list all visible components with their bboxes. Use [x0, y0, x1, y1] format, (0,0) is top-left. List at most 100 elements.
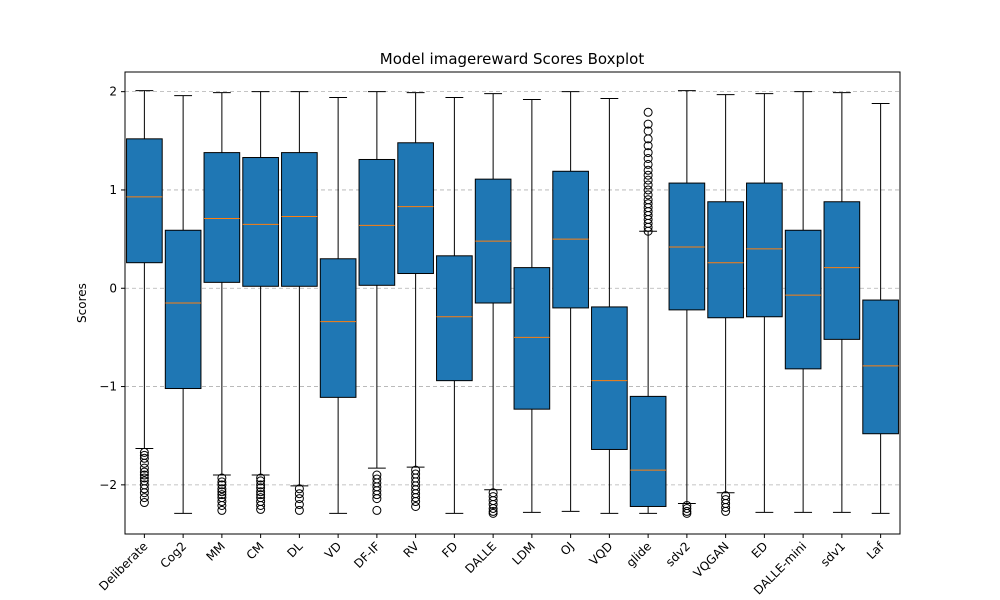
box-deliberate — [126, 90, 163, 508]
outlier-point — [411, 497, 421, 507]
outlier-point — [139, 470, 149, 480]
iqr-box — [707, 201, 744, 319]
x-tick-label: LDM — [510, 539, 538, 567]
outlier-point — [643, 185, 653, 195]
box-sdv1 — [823, 92, 861, 513]
box-mm — [203, 92, 241, 515]
x-tick-label: CM — [244, 539, 267, 562]
outlier-point — [256, 480, 266, 490]
y-tick-label: 1 — [109, 183, 117, 197]
iqr-box — [358, 158, 396, 286]
outlier-point — [217, 490, 227, 500]
x-tick-label: DL — [284, 539, 305, 560]
outlier-point — [139, 463, 149, 473]
outlier-point — [643, 141, 653, 151]
outlier-point — [217, 477, 227, 487]
outlier-point — [294, 494, 304, 504]
box-rv — [397, 92, 434, 511]
outlier-point — [721, 502, 731, 512]
plot-frame — [124, 71, 901, 535]
outlier-point — [643, 180, 653, 190]
outlier-point — [643, 107, 653, 117]
x-tick-label: RV — [401, 539, 423, 561]
y-axis-ticks: −2 −1 0 1 2 — [99, 85, 125, 492]
outlier-point — [643, 170, 653, 180]
outlier-point — [488, 500, 498, 510]
outlier-point — [643, 159, 653, 169]
x-tick-label: VQD — [587, 539, 616, 568]
box-fd — [436, 97, 473, 514]
box-ed — [746, 93, 783, 513]
y-axis-label: Scores — [75, 283, 89, 323]
x-tick-label: VQGAN — [691, 539, 732, 580]
outlier-point — [294, 489, 304, 499]
outlier-point — [372, 494, 382, 504]
x-tick-label: ED — [749, 539, 771, 561]
y-tick-label: −1 — [99, 380, 117, 394]
outlier-point — [217, 473, 227, 483]
outlier-point — [256, 473, 266, 483]
y-tick-label: 2 — [109, 85, 117, 99]
outlier-point — [682, 508, 692, 518]
outlier-point — [643, 175, 653, 185]
x-tick-label: DF-IF — [351, 539, 383, 571]
outlier-point — [294, 484, 304, 494]
outlier-point — [139, 453, 149, 463]
x-axis-ticks: Deliberate Cog2 MM CM DL VD DF-IF RV FD DALLE LDM O… — [96, 534, 887, 598]
box-cm — [242, 91, 279, 514]
box-cog2 — [164, 95, 202, 514]
x-tick-label: Laf — [864, 539, 887, 562]
iqr-box — [319, 258, 357, 398]
iqr-box — [629, 395, 667, 507]
box-dl — [281, 91, 318, 515]
outlier-point — [643, 165, 653, 175]
outlier-point — [217, 484, 227, 494]
outlier-point — [256, 490, 266, 500]
y-tick-label: −2 — [99, 478, 117, 492]
iqr-box — [242, 157, 279, 287]
iqr-box — [784, 229, 822, 370]
iqr-box — [281, 152, 318, 287]
outlier-point — [139, 493, 149, 503]
outlier-point — [488, 508, 498, 518]
iqr-box — [203, 152, 241, 283]
outlier-point — [643, 148, 653, 158]
outlier-point — [256, 483, 266, 493]
box-glide — [629, 107, 667, 514]
box-sdv2 — [668, 90, 706, 518]
iqr-box — [126, 138, 163, 264]
outlier-point — [256, 476, 266, 486]
x-tick-label: DALLE — [462, 539, 499, 576]
outlier-point — [682, 503, 692, 513]
box-df-if — [358, 91, 396, 515]
outlier-point — [139, 484, 149, 494]
outlier-point — [294, 500, 304, 510]
outlier-point — [372, 490, 382, 500]
box-laf — [862, 102, 899, 514]
iqr-box — [164, 229, 202, 390]
outlier-point — [256, 500, 266, 510]
iqr-box — [591, 306, 628, 450]
outlier-point — [643, 119, 653, 129]
outlier-point — [139, 473, 149, 483]
x-tick-label: MM — [203, 539, 228, 564]
x-tick-label: VD — [322, 539, 344, 561]
outlier-point — [294, 505, 304, 515]
outlier-point — [139, 498, 149, 508]
box-vqd — [591, 98, 628, 514]
box-oj — [552, 91, 589, 512]
outlier-point — [256, 487, 266, 497]
outlier-point — [256, 504, 266, 514]
x-tick-label: Deliberate — [96, 539, 150, 593]
outlier-point — [411, 501, 421, 511]
outlier-point — [643, 195, 653, 205]
outlier-point — [721, 506, 731, 516]
x-tick-label: sdv1 — [818, 539, 848, 569]
outlier-point — [217, 497, 227, 507]
iqr-box — [397, 142, 434, 275]
iqr-box — [513, 267, 551, 410]
outlier-point — [139, 458, 149, 468]
iqr-box — [436, 255, 473, 382]
x-tick-label: sdv2 — [663, 539, 693, 569]
